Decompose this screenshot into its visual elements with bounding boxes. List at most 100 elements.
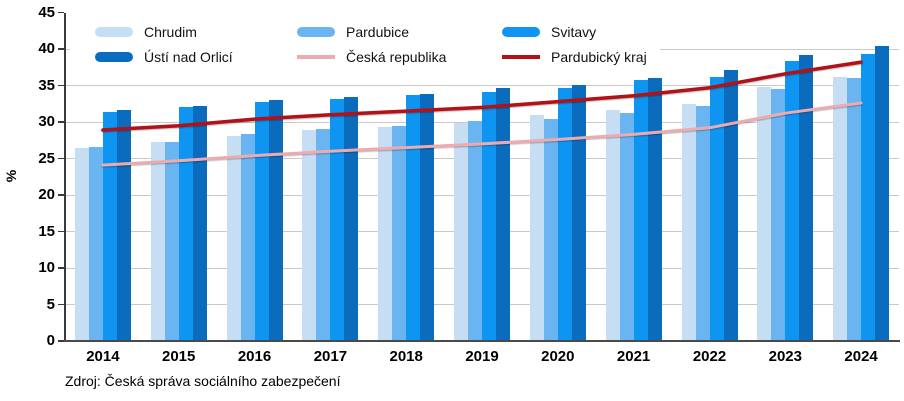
bar--st-nad-orlic--2017	[344, 96, 359, 341]
legend-item-ceska-republika: Česká republika	[297, 46, 446, 68]
bar-pardubice-2014	[88, 146, 103, 341]
bar--st-nad-orlic--2016	[268, 100, 283, 341]
bar-chrudim-2018	[378, 127, 393, 341]
bar-pardubice-2015	[164, 141, 179, 341]
bar--st-nad-orlic--2020	[571, 84, 586, 341]
legend-label: Ústí nad Orlicí	[144, 49, 233, 65]
y-tick-label: 5	[46, 295, 55, 313]
bar-chrudim-2022	[681, 103, 696, 342]
y-axis-tick	[58, 121, 64, 123]
bar--st-nad-orlic--2014	[116, 109, 131, 341]
legend-label: Svitavy	[551, 24, 597, 40]
bar--st-nad-orlic--2019	[496, 88, 510, 341]
bar-chrudim-2017	[302, 130, 317, 341]
bar--st-nad-orlic--2023	[799, 54, 814, 341]
legend-swatch-pardubice-icon	[297, 27, 335, 37]
y-tick-label: 25	[38, 149, 55, 167]
bar-svitavy-2020	[557, 87, 572, 341]
legend-line-ceska-republika-icon	[297, 55, 335, 59]
x-axis-year-label: 2015	[162, 348, 196, 365]
x-axis-year-label: 2014	[86, 348, 120, 365]
bar--st-nad-orlic--2015	[192, 105, 207, 341]
bar-pardubice-2023	[771, 89, 786, 341]
y-tick-label: 40	[38, 40, 55, 57]
y-tick-label: 45	[38, 3, 55, 21]
legend-item-pardubicky-kraj: Pardubický kraj	[502, 46, 647, 68]
x-axis-year-label: 2019	[465, 348, 499, 365]
x-axis-year-label: 2024	[844, 348, 878, 365]
x-axis-year-label: 2018	[389, 348, 423, 365]
bar-chrudim-2014	[74, 148, 89, 341]
bar-svitavy-2015	[178, 107, 193, 341]
source-note: Zdroj: Česká správa sociálního zabezpeče…	[65, 373, 341, 389]
y-axis-tick	[58, 157, 64, 160]
y-axis-tick	[58, 267, 64, 269]
bar-svitavy-2016	[254, 102, 269, 341]
y-axis-title: %	[3, 169, 19, 183]
legend-swatch-usti-nad-orlici-icon	[95, 52, 133, 62]
y-tick-label: 0	[46, 332, 55, 349]
bar-chrudim-2016	[226, 135, 241, 341]
x-axis-year-label: 2017	[313, 348, 348, 365]
legend-label: Pardubice	[346, 24, 410, 40]
bar-svitavy-2014	[102, 111, 117, 341]
bar-pardubice-2016	[240, 134, 255, 341]
bar-chrudim-2019	[454, 122, 468, 341]
legend-label: Chrudim	[144, 24, 197, 40]
bar-svitavy-2023	[785, 60, 800, 341]
y-tick-label: 10	[38, 259, 55, 276]
bar--st-nad-orlic--2022	[723, 70, 738, 341]
bar-pardubice-2020	[543, 119, 558, 341]
legend: Chrudim Pardubice Svitavy Ústí nad Orlicí Če…	[70, 18, 660, 70]
y-tick-label: 20	[38, 186, 55, 203]
x-axis-line	[64, 340, 900, 342]
y-axis-tick	[58, 230, 64, 233]
bar-pardubice-2017	[316, 128, 331, 341]
y-axis-tick	[58, 303, 64, 306]
y-tick-label: 30	[38, 113, 55, 130]
bar-svitavy-2024	[861, 54, 876, 341]
x-axis-year-label: 2022	[692, 348, 727, 365]
y-axis-tick	[58, 48, 64, 50]
y-axis-tick	[58, 11, 64, 14]
bar-pardubice-2021	[619, 113, 634, 341]
legend-item-usti-nad-orlici: Ústí nad Orlicí	[95, 46, 233, 68]
bar-svitavy-2021	[633, 80, 648, 341]
bar-chrudim-2024	[833, 76, 848, 341]
bar--st-nad-orlic--2024	[875, 46, 890, 341]
y-tick-label: 15	[38, 222, 55, 240]
legend-label: Česká republika	[346, 49, 447, 65]
x-axis-year-label: 2016	[237, 348, 272, 365]
bar-pardubice-2022	[695, 105, 710, 341]
legend-item-svitavy: Svitavy	[502, 21, 596, 43]
legend-swatch-svitavy-icon	[502, 27, 540, 37]
legend-item-pardubice: Pardubice	[297, 21, 409, 43]
legend-swatch-chrudim-icon	[95, 27, 133, 37]
y-axis-tick	[58, 340, 64, 342]
legend-label: Pardubický kraj	[551, 49, 647, 65]
y-axis-tick	[58, 194, 64, 196]
bar-pardubice-2024	[847, 78, 862, 341]
bar-chrudim-2021	[605, 109, 620, 341]
bar-pardubice-2019	[468, 121, 482, 341]
y-axis-tick	[58, 84, 64, 87]
bar-chrudim-2023	[757, 87, 772, 341]
y-tick-label: 35	[38, 76, 55, 94]
bar-chrudim-2020	[529, 114, 544, 341]
gridline	[65, 85, 899, 86]
bar-pardubice-2018	[392, 125, 407, 341]
bar--st-nad-orlic--2018	[420, 94, 435, 341]
bar-svitavy-2019	[482, 92, 496, 341]
bar-svitavy-2022	[709, 76, 724, 341]
bar-svitavy-2017	[330, 98, 345, 341]
bar--st-nad-orlic--2021	[647, 77, 662, 341]
legend-line-pardubicky-kraj-icon	[502, 55, 540, 59]
bar-svitavy-2018	[406, 95, 421, 341]
bar-chrudim-2015	[150, 141, 165, 341]
x-axis-year-label: 2023	[768, 348, 802, 365]
x-axis-year-label: 2021	[616, 348, 651, 365]
legend-item-chrudim: Chrudim	[95, 21, 197, 43]
x-axis-year-label: 2020	[541, 348, 575, 365]
y-axis-line	[63, 12, 66, 342]
